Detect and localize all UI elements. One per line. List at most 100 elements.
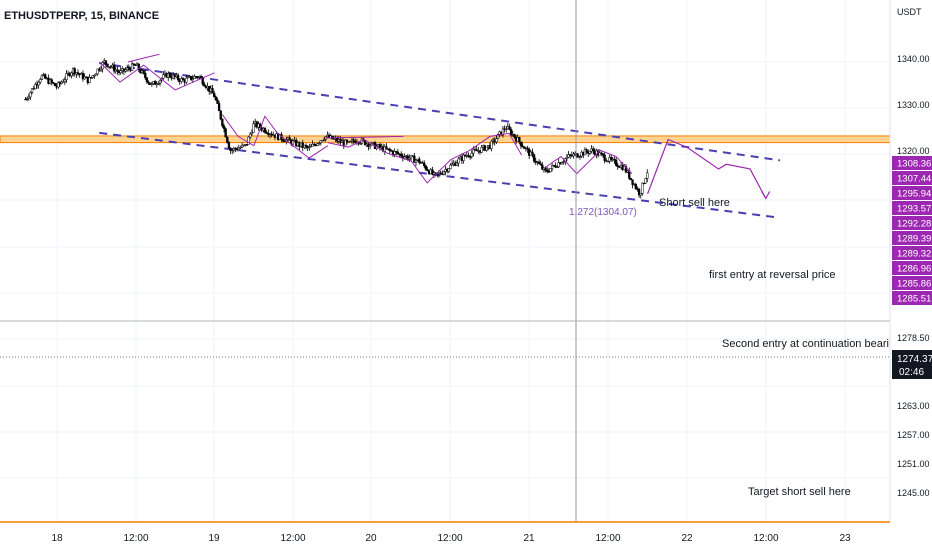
time-tick-label: 22 [681,533,693,544]
level-tag-value: 1295.94 [897,189,931,200]
candle-body [572,153,575,157]
candle-body [52,82,55,84]
candle-body [176,74,180,80]
price-tick-label: 1245.00 [897,488,930,498]
candle-body [449,164,452,170]
candle-body [495,138,498,143]
candle-body [490,140,493,149]
time-tick-label: 12:00 [280,533,305,544]
candle-body [565,156,569,159]
bar-countdown: 02:46 [899,367,924,378]
candle-body [508,126,511,130]
candle-body [60,81,63,84]
candle-body [426,169,429,172]
candle-body [544,167,547,171]
candle-body [400,153,403,157]
candle-body [219,110,222,120]
candle-body [531,151,534,155]
time-axis-panel[interactable] [0,523,932,550]
candle-body [578,155,582,158]
candle-body [213,92,216,98]
level-tag-value: 1292.28 [897,219,931,230]
candle-body [211,88,214,94]
candle-body [70,72,73,77]
level-tag-value: 1286.96 [897,264,931,275]
target-label: Target short sell here [748,486,851,498]
candle-body [24,98,27,101]
candle-body [393,151,396,155]
candle-body [162,74,165,79]
candle-body [518,137,521,143]
candle-body [214,96,217,101]
candle-body [144,72,147,79]
candle-body [142,70,145,74]
candle-body [53,83,57,87]
level-tag-bg [892,291,932,305]
candle-body [308,146,311,149]
candle-body [270,133,273,136]
fib-extension-label: 1.272(1304.07) [569,207,637,218]
candle-body [199,76,203,79]
price-tick-label: 1263.00 [897,401,930,411]
second-entry-label: Second entry at continuation bearish [722,338,901,350]
candle-body [592,148,595,152]
candle-body [521,145,524,148]
candle-body [616,165,619,168]
candle-body [418,158,421,163]
candle-body [534,160,537,163]
projection-line [647,138,767,199]
pattern-line-top [127,53,160,63]
candle-body [577,156,580,158]
candle-body [467,155,470,157]
candle-body [40,75,44,80]
candle-body [414,160,418,163]
first-entry-label: first entry at reversal price [709,269,836,281]
time-tick-label: 12:00 [595,533,620,544]
candle-body [475,149,478,152]
price-level-tags: 1308.36 1307.44 1295.94 1293.57 1292.28 1289.… [892,156,932,305]
candle-body [291,140,295,145]
level-tag-value: 1307.44 [897,174,931,185]
candle-body [116,69,119,72]
candle-body [245,144,249,146]
candle-body [81,72,85,80]
projection-arrowhead [761,191,771,200]
price-axis-ticks: 1340.00 1330.00 1320.00 1278.50 1263.00 1257.… [897,54,930,498]
candle-body [191,78,194,81]
candle-body [50,79,53,83]
level-tag-bg [892,216,932,230]
candle-body [505,128,508,130]
candle-body [186,76,190,79]
candle-body [442,171,446,175]
candle-body [147,81,150,84]
candle-body [345,139,349,143]
candle-body [112,64,116,72]
candle-body [249,133,252,138]
candle-body [99,68,103,71]
candle-body [496,133,500,140]
candle-body [265,132,268,134]
candle-body [106,63,109,68]
candle-body [231,149,234,152]
candle-body [546,169,549,172]
level-tag-value: 1285.86 [897,279,931,290]
pattern-zigzag-2 [221,114,329,159]
candle-body [217,103,221,112]
candle-body [222,125,226,129]
candle-body [247,136,250,145]
candle-body [57,82,60,88]
candle-body [519,141,523,147]
candle-body [37,81,40,86]
candle-body [395,151,398,153]
candle-body [319,140,322,144]
candle-body [73,68,76,75]
candle-body [513,134,516,138]
price-tick-label: 1330.00 [897,100,930,110]
level-tag-bg [892,171,932,185]
level-tag-value: 1289.32 [897,249,931,260]
candle-body [263,128,267,133]
candle-body [637,188,641,196]
candle-body [644,178,647,184]
candle-body [406,155,409,160]
